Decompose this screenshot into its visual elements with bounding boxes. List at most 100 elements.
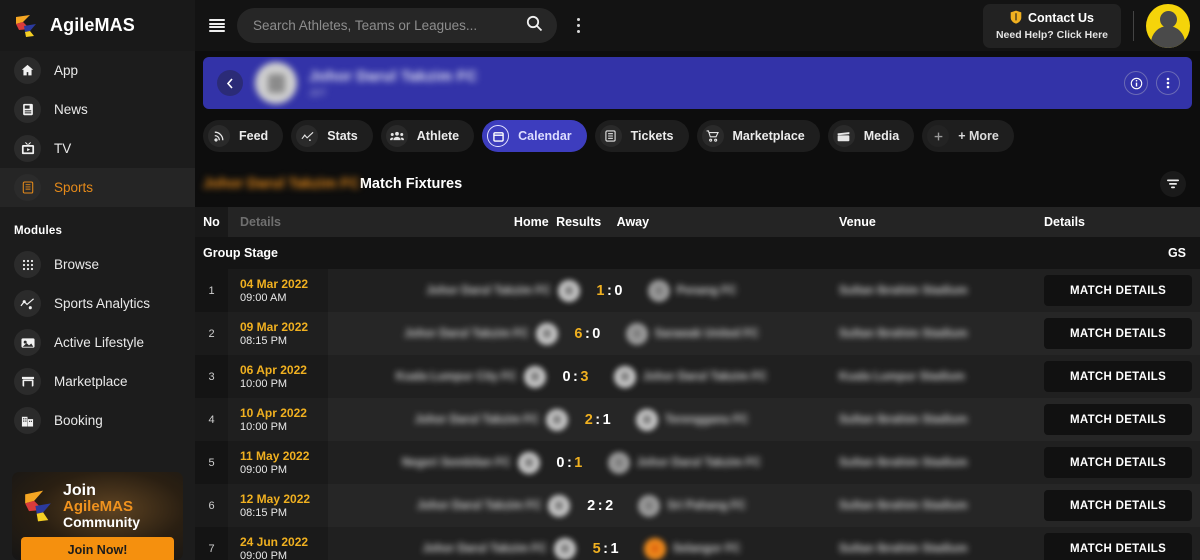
match-time: 09:00 AM <box>240 292 287 304</box>
sidebar-item-active-lifestyle[interactable]: Active Lifestyle <box>0 323 195 362</box>
people-group-icon <box>385 125 408 147</box>
fixtures-table: No Details Home Results Away Venue Detai… <box>195 207 1200 560</box>
cell-no: 4 <box>195 398 228 441</box>
group-stage-row: Group Stage GS <box>195 237 1200 269</box>
search-icon[interactable] <box>526 15 543 37</box>
modules-label: Modules <box>14 225 63 237</box>
col-header-no: No <box>195 207 228 237</box>
tab-media[interactable]: Media <box>827 120 915 152</box>
rss-feed-icon <box>208 125 230 147</box>
home-team-name: Johor Darul Takzim FC <box>426 284 551 297</box>
avatar[interactable] <box>1146 3 1190 48</box>
match-details-button[interactable]: MATCH DETAILS <box>1044 404 1192 435</box>
cell-details: 12 May 2022 08:15 PM <box>228 484 328 527</box>
away-team-crest <box>625 322 648 345</box>
venue-name: Sultan Ibrahim Stadium <box>839 542 968 555</box>
match-date: 11 May 2022 <box>240 449 310 463</box>
fixtures-header: Johor Darul Takzim FCMatch Fixtures <box>195 162 1200 207</box>
analytics-line-icon <box>14 290 41 317</box>
table-row[interactable]: 6 12 May 2022 08:15 PM Johor Darul Takzim F… <box>195 484 1200 527</box>
contact-us-button[interactable]: Contact Us Need Help? Click Here <box>982 3 1121 48</box>
col-header-home: Home <box>513 215 549 229</box>
match-details-button[interactable]: MATCH DETAILS <box>1044 318 1192 349</box>
contact-us-subtitle: Need Help? Click Here <box>995 28 1108 41</box>
tab-athlete[interactable]: Athlete <box>380 120 475 152</box>
match-details-button[interactable]: MATCH DETAILS <box>1044 361 1192 392</box>
cell-venue: Sultan Ibrahim Stadium <box>835 484 1040 527</box>
tab-calendar[interactable]: Calendar <box>482 120 587 152</box>
cell-venue: Kuala Lumpur Stadium <box>835 355 1040 398</box>
kebab-menu-icon[interactable] <box>1156 71 1180 95</box>
filter-icon[interactable] <box>1160 171 1186 197</box>
away-team-crest <box>643 537 666 560</box>
kebab-menu-icon[interactable] <box>569 18 587 33</box>
tab-more[interactable]: + More <box>922 120 1014 152</box>
chevron-left-icon[interactable] <box>217 70 243 96</box>
sidebar-item-news[interactable]: News <box>0 90 195 129</box>
topbar: Contact Us Need Help? Click Here <box>195 0 1200 51</box>
grid-dots-icon <box>14 251 41 278</box>
venue-name: Sultan Ibrahim Stadium <box>839 327 968 340</box>
sidebar-item-marketplace[interactable]: Marketplace <box>0 362 195 401</box>
search-bar[interactable] <box>237 8 557 43</box>
tab-tickets[interactable]: Tickets <box>594 120 689 152</box>
promo-line-2: AgileMAS <box>63 498 134 516</box>
sidebar-item-sports[interactable]: Sports <box>0 168 195 207</box>
table-row[interactable]: 1 04 Mar 2022 09:00 AM Johor Darul Takzim F… <box>195 269 1200 312</box>
cell-results: 0:3 <box>546 355 606 398</box>
cell-details-button: MATCH DETAILS <box>1040 484 1200 527</box>
cell-results: 2:1 <box>568 398 628 441</box>
match-date: 12 May 2022 <box>240 492 311 506</box>
info-icon[interactable] <box>1124 71 1148 95</box>
search-input[interactable] <box>253 18 518 33</box>
match-details-button[interactable]: MATCH DETAILS <box>1044 490 1192 521</box>
match-score: 5:1 <box>592 540 620 557</box>
match-details-button[interactable]: MATCH DETAILS <box>1044 447 1192 478</box>
home-icon <box>14 57 41 84</box>
sidebar-item-sports-analytics[interactable]: Sports Analytics <box>0 284 195 323</box>
table-row[interactable]: 4 10 Apr 2022 10:00 PM Johor Darul Takzim F… <box>195 398 1200 441</box>
tab-stats[interactable]: Stats <box>291 120 373 152</box>
hamburger-menu-icon[interactable] <box>209 19 225 32</box>
away-team-name: Sarawak United FC <box>654 327 759 340</box>
sidebar-item-label: TV <box>54 141 72 156</box>
match-date: 24 Jun 2022 <box>240 535 309 549</box>
table-row[interactable]: 7 24 Jun 2022 09:00 PM Johor Darul Takzim F… <box>195 527 1200 560</box>
sidebar-modules: Browse Sports Analytics Active Lifestyle… <box>0 245 195 440</box>
tab-label: Feed <box>239 129 269 143</box>
table-row[interactable]: 2 09 Mar 2022 08:15 PM Johor Darul Takzim F… <box>195 312 1200 355</box>
match-score: 1:0 <box>596 282 623 299</box>
brand[interactable]: AgileMAS <box>0 0 195 51</box>
home-team-crest <box>548 494 571 517</box>
away-team-crest <box>638 494 661 517</box>
join-now-button[interactable]: Join Now! <box>21 536 174 560</box>
team-banner: Johor Darul Takzim FC JDT <box>203 57 1192 109</box>
col-header-details-col: Details <box>1044 215 1086 229</box>
match-details-button[interactable]: MATCH DETAILS <box>1044 533 1192 560</box>
tab-feed[interactable]: Feed <box>203 120 284 152</box>
cell-no: 7 <box>195 527 228 560</box>
cell-details: 11 May 2022 09:00 PM <box>228 441 328 484</box>
away-team-crest <box>647 279 670 302</box>
col-header-results: Results <box>556 215 602 229</box>
away-team-name: Johor Darul Takzim FC <box>636 456 762 469</box>
sidebar-item-app[interactable]: App <box>0 51 195 90</box>
match-details-button[interactable]: MATCH DETAILS <box>1044 275 1193 306</box>
home-team-crest <box>535 322 558 345</box>
sidebar-nav: App News TV Sports <box>0 51 195 207</box>
sidebar-item-label: Booking <box>54 413 103 428</box>
join-community-banner[interactable]: Join AgileMAS Community Join Now! <box>12 472 183 560</box>
cell-details-button: MATCH DETAILS <box>1040 312 1200 355</box>
away-team-name: Sri Pahang FC <box>667 499 746 512</box>
venue-name: Sultan Ibrahim Stadium <box>839 413 968 426</box>
agilemas-logo-icon <box>14 13 40 39</box>
table-row[interactable]: 3 06 Apr 2022 10:00 PM Kuala Lumpur City FC… <box>195 355 1200 398</box>
sidebar-item-tv[interactable]: TV <box>0 129 195 168</box>
table-row[interactable]: 5 11 May 2022 09:00 PM Negeri Sembilan FC 0:… <box>195 441 1200 484</box>
sidebar-item-browse[interactable]: Browse <box>0 245 195 284</box>
cell-away: Johor Darul Takzim FC <box>606 355 835 398</box>
tab-marketplace[interactable]: Marketplace <box>696 120 820 152</box>
cell-away: Selangor FC <box>636 527 835 560</box>
sidebar-item-booking[interactable]: Booking <box>0 401 195 440</box>
